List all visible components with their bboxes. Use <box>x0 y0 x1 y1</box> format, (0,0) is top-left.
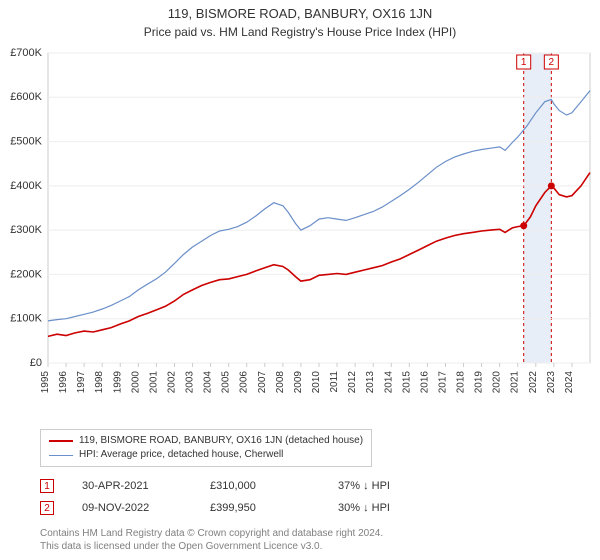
x-tick-label: 2008 <box>275 371 286 394</box>
x-tick-label: 1997 <box>76 371 87 394</box>
x-tick-label: 2022 <box>528 371 539 394</box>
y-tick-label: £400K <box>10 180 42 192</box>
x-tick-label: 2019 <box>474 371 485 394</box>
price-chart-svg: £0 £100K £200K £300K £400K £500K £600K £700K 199… <box>0 43 600 423</box>
legend-row: 119, BISMORE ROAD, BANBURY, OX16 1JN (de… <box>49 434 363 448</box>
x-tick-label: 2000 <box>130 371 141 394</box>
marker-delta: 30% ↓ HPI <box>338 497 438 519</box>
marker-delta: 37% ↓ HPI <box>338 475 438 497</box>
y-tick-label: £0 <box>30 357 42 369</box>
y-tick-label: £500K <box>10 135 42 147</box>
sale-badge-num: 1 <box>521 57 527 68</box>
x-tick-label: 2012 <box>347 371 358 394</box>
y-tick-label: £700K <box>10 47 42 59</box>
x-tick-label: 2015 <box>401 371 412 394</box>
x-tick-label: 2010 <box>311 371 322 394</box>
x-tick-label: 2024 <box>564 371 575 394</box>
footer-line-2: This data is licensed under the Open Gov… <box>40 540 600 553</box>
y-tick-label: £600K <box>10 91 42 103</box>
sale-dot <box>548 182 555 189</box>
marker-row: 2 09-NOV-2022 £399,950 30% ↓ HPI <box>40 497 600 519</box>
x-tick-label: 2004 <box>203 371 214 394</box>
sale-dot <box>520 222 527 229</box>
footer-attribution: Contains HM Land Registry data © Crown c… <box>40 527 600 553</box>
plot-bg <box>48 53 590 363</box>
x-tick-label: 2018 <box>456 371 467 394</box>
y-tick-label: £100K <box>10 313 42 325</box>
y-tick-label: £200K <box>10 268 42 280</box>
x-tick-label: 1998 <box>94 371 105 394</box>
sale-marker-table: 1 30-APR-2021 £310,000 37% ↓ HPI 2 09-NOV-202… <box>40 475 600 519</box>
marker-date: 09-NOV-2022 <box>82 497 182 519</box>
x-tick-label: 1996 <box>58 371 69 394</box>
x-tick-label: 2016 <box>419 371 430 394</box>
marker-row: 1 30-APR-2021 £310,000 37% ↓ HPI <box>40 475 600 497</box>
chart-title: 119, BISMORE ROAD, BANBURY, OX16 1JN <box>0 0 600 21</box>
x-tick-label: 2020 <box>492 371 503 394</box>
x-tick-label: 2006 <box>239 371 250 394</box>
sale-badge-num: 2 <box>549 57 555 68</box>
x-tick-label: 2005 <box>221 371 232 394</box>
x-tick-label: 2001 <box>148 371 159 394</box>
x-tick-label: 2014 <box>383 371 394 394</box>
legend-row: HPI: Average price, detached house, Cher… <box>49 448 363 462</box>
marker-badge: 2 <box>40 501 54 515</box>
chart-subtitle: Price paid vs. HM Land Registry's House … <box>0 21 600 43</box>
marker-price: £310,000 <box>210 475 310 497</box>
x-tick-label: 2009 <box>293 371 304 394</box>
legend-swatch <box>49 455 73 456</box>
x-tick-label: 2011 <box>329 371 340 393</box>
x-tick-label: 2007 <box>257 371 268 394</box>
footer-line-1: Contains HM Land Registry data © Crown c… <box>40 527 600 540</box>
legend-label: HPI: Average price, detached house, Cher… <box>79 448 283 462</box>
legend-swatch <box>49 440 73 442</box>
legend-label: 119, BISMORE ROAD, BANBURY, OX16 1JN (de… <box>79 434 363 448</box>
x-tick-label: 2013 <box>365 371 376 394</box>
x-tick-label: 1995 <box>40 371 51 394</box>
x-tick-label: 2023 <box>546 371 557 394</box>
marker-date: 30-APR-2021 <box>82 475 182 497</box>
x-tick-label: 2021 <box>510 371 521 394</box>
highlight-band <box>524 53 552 363</box>
marker-badge: 1 <box>40 479 54 493</box>
y-tick-label: £300K <box>10 224 42 236</box>
legend: 119, BISMORE ROAD, BANBURY, OX16 1JN (de… <box>40 429 372 467</box>
x-tick-label: 1999 <box>112 371 123 394</box>
chart-area: £0 £100K £200K £300K £400K £500K £600K £700K 199… <box>0 43 600 423</box>
x-tick-label: 2002 <box>166 371 177 394</box>
x-tick-label: 2017 <box>437 371 448 394</box>
marker-price: £399,950 <box>210 497 310 519</box>
x-tick-label: 2003 <box>185 371 196 394</box>
